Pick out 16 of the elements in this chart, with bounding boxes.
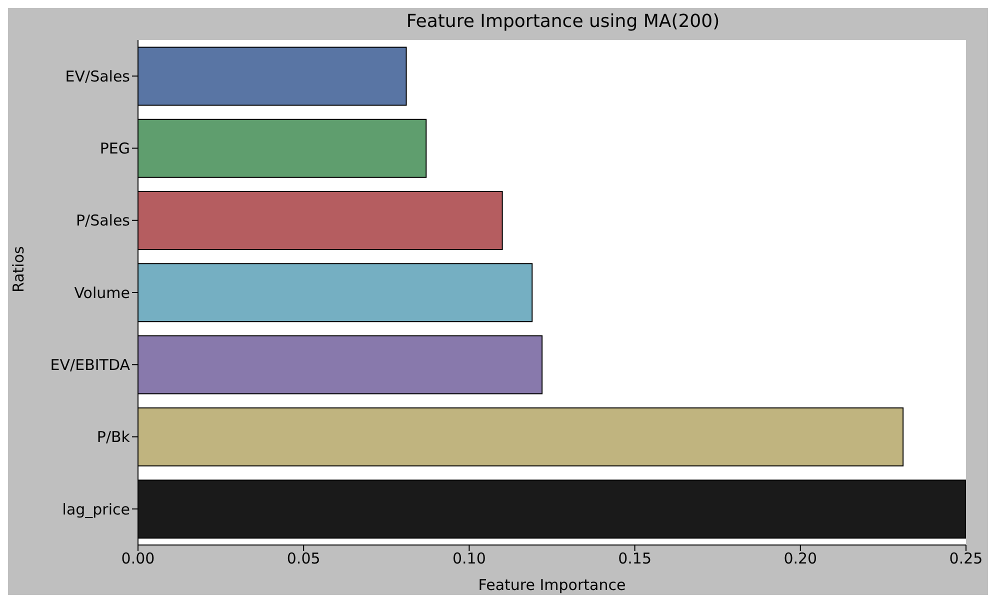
x-tick-label: 0.15	[618, 550, 652, 568]
y-axis-title: Ratios	[9, 246, 28, 292]
y-tick-label: Volume	[74, 284, 130, 302]
y-tick-label: P/Bk	[96, 428, 130, 446]
y-tick-label: PEG	[100, 140, 130, 158]
x-tick-label: 0.20	[784, 550, 818, 568]
x-tick-label: 0.05	[286, 550, 320, 568]
x-tick-label: 0.00	[121, 550, 155, 568]
x-axis-title: Feature Importance	[478, 576, 626, 594]
y-tick-label: EV/Sales	[65, 67, 130, 86]
y-tick-label: lag_price	[62, 500, 130, 518]
y-tick-label: P/Sales	[76, 212, 130, 230]
chart-title: Feature Importance using MA(200)	[405, 10, 721, 34]
x-tick-label: 0.25	[949, 550, 983, 568]
y-tick-label: EV/EBITDA	[50, 356, 131, 374]
x-tick-label: 0.10	[452, 550, 486, 568]
